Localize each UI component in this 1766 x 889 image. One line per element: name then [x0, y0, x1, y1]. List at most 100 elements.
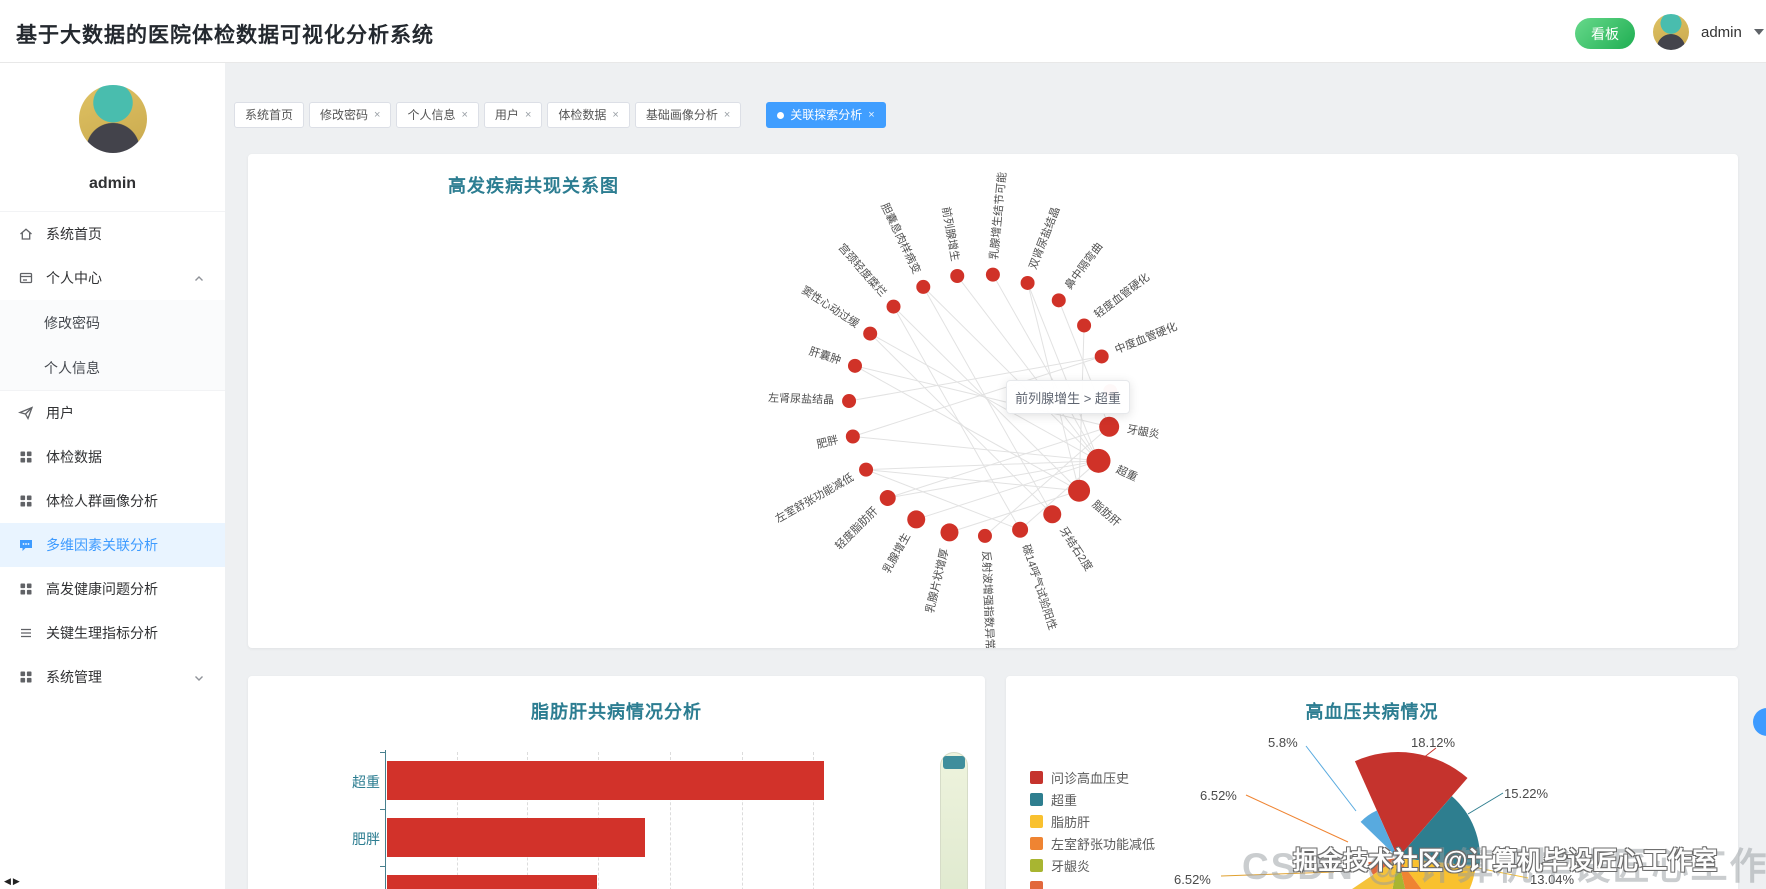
network-node-中度血管硬化[interactable] [1094, 349, 1109, 364]
legend-swatch [1030, 881, 1043, 889]
sidebar-item-2[interactable]: 用户 [0, 391, 225, 435]
close-icon[interactable]: × [868, 109, 875, 121]
network-node-乳腺片状增厚[interactable] [940, 523, 959, 542]
network-node-宫颈轻度糜烂[interactable] [886, 299, 901, 314]
sidebar-item-4[interactable]: 体检人群画像分析 [0, 479, 225, 523]
network-node-label: 胆囊息肉样病变 [878, 200, 924, 275]
legend-item-脂肪肝[interactable]: 脂肪肝 [1030, 815, 1155, 830]
close-icon[interactable]: × [374, 109, 381, 121]
network-node-牙结石2度[interactable] [1043, 505, 1062, 524]
network-node-脂肪肝[interactable] [1068, 479, 1091, 502]
tab-5[interactable]: 基础画像分析 × [634, 102, 742, 128]
network-node-双肾尿盐结晶[interactable] [1020, 275, 1035, 290]
pie-slice-partial[interactable] [1368, 858, 1398, 875]
pie-percent-label: 15.22% [1504, 786, 1549, 801]
sidebar-item-1[interactable]: 个人中心 [0, 256, 225, 300]
network-node-前列腺增生[interactable] [950, 268, 965, 283]
pie-chart-title: 高血压共病情况 [1305, 702, 1439, 722]
close-icon[interactable]: × [612, 109, 619, 121]
bar-超重[interactable] [387, 761, 824, 800]
network-node-牙龈炎[interactable] [1099, 416, 1120, 437]
sidebar-collapse-arrows[interactable]: ◀▶ [4, 876, 22, 886]
pie-slice-unlabeled[interactable] [1360, 810, 1398, 859]
network-node-label: 窦性心动过缓 [799, 283, 862, 331]
legend-item-问诊高血压史[interactable]: 问诊高血压史 [1030, 771, 1155, 786]
pie-slice-牙龈炎[interactable] [1388, 858, 1410, 889]
header-user-menu[interactable]: admin [1653, 12, 1764, 52]
sidebar-item-6[interactable]: 高发健康问题分析 [0, 567, 225, 611]
network-node-鼻中隔弯曲[interactable] [1051, 293, 1066, 308]
close-icon[interactable]: × [524, 109, 532, 121]
legend-swatch [1030, 793, 1043, 806]
floating-action-button[interactable] [1753, 708, 1766, 736]
legend-item-partial[interactable] [1030, 881, 1155, 889]
legend-label: 问诊高血压史 [1051, 771, 1130, 786]
tab-6[interactable]: 关联探索分析 × [766, 102, 886, 128]
network-node-轻度脂肪肝[interactable] [879, 489, 896, 506]
network-node-label: 乳腺增生结节可能 [986, 171, 1009, 260]
legend-item-牙龈炎[interactable]: 牙龈炎 [1030, 859, 1155, 874]
tab-4[interactable]: 体检数据 × [547, 102, 630, 128]
app-title: 基于大数据的医院体检数据可视化分析系统 [16, 24, 434, 47]
pie-slice-脂肪肝[interactable] [1398, 858, 1476, 889]
avatar[interactable] [1653, 14, 1689, 50]
network-node-左室舒张功能减低[interactable] [859, 462, 874, 477]
card-icon [18, 270, 34, 286]
network-node-label: 反射波增强指数异常 [980, 551, 998, 648]
sidebar-item-label: 系统首页 [46, 226, 102, 242]
network-node-左肾尿盐结晶[interactable] [842, 394, 857, 409]
network-node-轻度血管硬化[interactable] [1077, 318, 1092, 333]
sidebar-item-0[interactable]: 系统首页 [0, 212, 225, 256]
header-username[interactable]: admin [1701, 23, 1742, 41]
visual-map-handle[interactable] [943, 756, 965, 769]
tab-2[interactable]: 个人信息 × [396, 102, 479, 128]
tab-0[interactable]: 系统首页 [234, 102, 305, 128]
network-node-肝囊肿[interactable] [847, 358, 862, 373]
close-icon[interactable]: × [461, 109, 468, 121]
network-node-label: 乳腺增生 [879, 530, 913, 575]
close-icon[interactable]: × [723, 109, 731, 121]
kanban-button[interactable]: 看板 [1575, 18, 1635, 49]
network-node-label: 乳腺片状增厚 [922, 547, 951, 614]
bar-肥胖[interactable] [387, 818, 645, 857]
network-node-label: 轻度血管硬化 [1091, 270, 1152, 321]
sidebar-item-label: 多维因素关联分析 [46, 537, 158, 553]
network-node-乳腺增生结节可能[interactable] [985, 267, 1000, 282]
network-edge [869, 333, 1053, 515]
pie-slice-问诊高血压史[interactable] [1354, 752, 1468, 858]
pie-leader-line [1477, 867, 1529, 879]
network-node-乳腺增生[interactable] [907, 510, 926, 529]
sidebar-item-3[interactable]: 体检数据 [0, 435, 225, 479]
sidebar-item-8[interactable]: 系统管理 [0, 655, 225, 699]
juejin-watermark: 掘金技术社区@计算机毕设匠心工作室 [1293, 847, 1718, 875]
bar-chart-title: 脂肪肝共病情况分析 [531, 702, 702, 722]
chevron-down-icon [193, 671, 205, 687]
network-edge [984, 426, 1110, 537]
pie-chart-card: 高血压共病情况 问诊高血压史 超重 脂肪肝 左室舒张功能减低 牙龈炎 5.8% 18.12… [1006, 676, 1738, 889]
top-header: 基于大数据的医院体检数据可视化分析系统 看板 admin [0, 0, 1766, 63]
bar-2[interactable] [387, 875, 597, 889]
pie-slice-超重[interactable] [1398, 796, 1481, 867]
sidebar-item-7[interactable]: 关键生理指标分析 [0, 611, 225, 655]
sidebar-subitem-1[interactable]: 个人信息 [0, 345, 225, 390]
tab-1[interactable]: 修改密码 × [309, 102, 392, 128]
network-node-label: 牙结石2度 [1057, 524, 1096, 574]
network-node-碳14呼气试验阳性[interactable] [1012, 521, 1029, 538]
visual-map-slider[interactable] [940, 752, 968, 889]
network-node-反射波增强指数异常[interactable] [977, 528, 992, 543]
pie-slice-左室舒张功能减低[interactable] [1398, 858, 1433, 889]
home-icon [18, 226, 34, 242]
network-node-超重[interactable] [1086, 448, 1111, 473]
pie-leader-line [1305, 745, 1357, 812]
tab-3[interactable]: 用户 × [483, 102, 543, 128]
network-node-肥胖[interactable] [845, 429, 860, 444]
sidebar-item-5[interactable]: 多维因素关联分析 [0, 523, 225, 567]
network-node-胆囊息肉样病变[interactable] [916, 279, 931, 294]
network-node-窦性心动过缓[interactable] [863, 326, 878, 341]
pie-percent-label: 18.12% [1411, 735, 1456, 750]
chat-icon [18, 537, 34, 553]
legend-item-左室舒张功能减低[interactable]: 左室舒张功能减低 [1030, 837, 1155, 852]
legend-item-超重[interactable]: 超重 [1030, 793, 1155, 808]
network-chart-title: 高发疾病共现关系图 [448, 176, 619, 196]
sidebar-subitem-0[interactable]: 修改密码 [0, 300, 225, 345]
